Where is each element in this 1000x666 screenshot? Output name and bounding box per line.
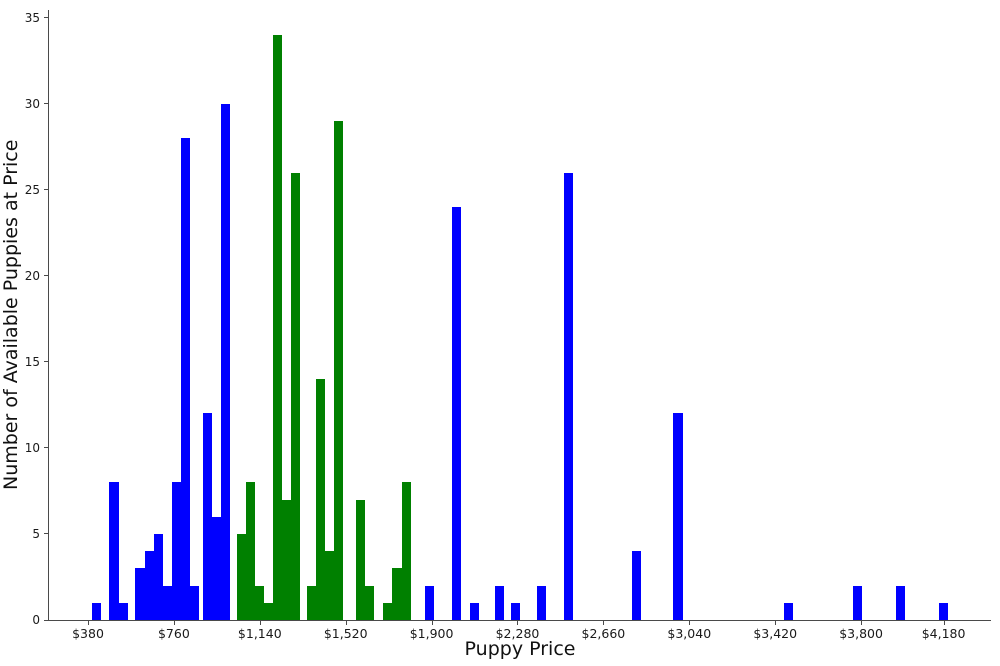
- x-tick-label: $1,900: [409, 626, 454, 641]
- histogram-bar: [536, 585, 546, 620]
- x-tick-mark: [517, 621, 519, 625]
- histogram-bar: [189, 585, 199, 620]
- x-tick-mark: [775, 621, 777, 625]
- x-tick-mark: [88, 621, 89, 625]
- histogram-bar: [853, 585, 863, 620]
- x-tick-label: $3,800: [839, 626, 883, 641]
- y-tick-label: 10: [24, 440, 40, 455]
- histogram-bar: [135, 568, 145, 620]
- y-tick-label: 5: [32, 526, 40, 541]
- histogram-bar: [221, 103, 231, 620]
- histogram-bar: [180, 138, 190, 620]
- x-axis-line: [48, 620, 991, 621]
- x-tick-label: $2,280: [495, 626, 540, 641]
- y-tick-mark: [44, 103, 48, 105]
- histogram-bar: [324, 551, 334, 620]
- x-tick-label: $3,420: [753, 626, 798, 641]
- histogram-bar: [291, 172, 301, 620]
- x-tick-label: $2,660: [581, 626, 626, 641]
- y-tick-mark: [44, 189, 48, 191]
- histogram-bar: [306, 585, 316, 620]
- histogram-bar: [510, 602, 520, 620]
- histogram-bar: [255, 585, 265, 620]
- y-tick-label: 25: [24, 182, 40, 197]
- histogram-bar: [383, 602, 393, 620]
- y-tick-mark: [44, 361, 48, 363]
- x-tick-mark: [173, 621, 175, 625]
- histogram-bar: [494, 585, 504, 620]
- y-tick-label: 0: [32, 613, 40, 627]
- histogram-bar: [109, 482, 119, 620]
- histogram-bar: [153, 533, 163, 620]
- histogram-bar: [424, 585, 434, 620]
- y-tick-mark: [44, 275, 48, 277]
- histogram-bar: [470, 602, 480, 620]
- y-tick-mark: [44, 533, 48, 535]
- y-axis-title: Number of Available Puppies at Price: [0, 139, 22, 490]
- x-tick-label: $1,520: [323, 626, 368, 641]
- histogram-bar: [631, 551, 641, 620]
- x-tick-label: $760: [157, 626, 190, 641]
- histogram-bar: [282, 499, 292, 620]
- x-tick-label: $3,040: [667, 626, 712, 641]
- x-tick-mark: [943, 621, 945, 625]
- histogram-bar: [452, 206, 462, 620]
- y-tick-label: 35: [24, 10, 40, 25]
- histogram-bar: [392, 568, 402, 620]
- histogram-bar: [246, 482, 256, 620]
- histogram-bar: [162, 585, 172, 620]
- histogram-bar: [237, 533, 247, 620]
- histogram-bar: [92, 602, 102, 620]
- histogram-bar: [118, 602, 128, 620]
- histogram-bar: [144, 551, 154, 620]
- y-axis-line: [48, 10, 49, 620]
- histogram-bar: [356, 499, 366, 620]
- x-tick-label: $4,180: [921, 626, 966, 641]
- y-tick-label: 30: [24, 96, 40, 111]
- x-tick-mark: [259, 621, 261, 625]
- histogram-bar: [333, 120, 343, 620]
- x-tick-label: $1,140: [237, 626, 282, 641]
- x-tick-mark: [345, 621, 347, 625]
- y-tick-mark: [44, 619, 48, 621]
- y-tick-mark: [44, 17, 48, 19]
- histogram-bar: [212, 516, 222, 620]
- x-tick-mark: [431, 621, 433, 625]
- x-tick-mark: [689, 621, 691, 625]
- histogram-bar: [365, 585, 375, 620]
- histogram-bar: [939, 602, 949, 620]
- histogram-bar: [563, 172, 573, 620]
- histogram-bar: [673, 413, 683, 620]
- histogram-bar: [264, 602, 274, 620]
- x-axis-title: Puppy Price: [464, 638, 576, 660]
- histogram-bar: [203, 413, 213, 620]
- histogram-bar: [784, 602, 794, 620]
- y-tick-mark: [44, 447, 48, 449]
- y-tick-label: 20: [24, 268, 40, 283]
- histogram-bar: [273, 34, 283, 620]
- x-tick-mark: [861, 621, 863, 625]
- histogram-bar: [171, 482, 181, 620]
- x-tick-label: $380: [72, 626, 104, 641]
- y-tick-label: 15: [24, 354, 40, 369]
- histogram-bar: [896, 585, 906, 620]
- x-tick-mark: [603, 621, 605, 625]
- histogram-bar: [315, 379, 325, 620]
- histogram-bar: [401, 482, 411, 620]
